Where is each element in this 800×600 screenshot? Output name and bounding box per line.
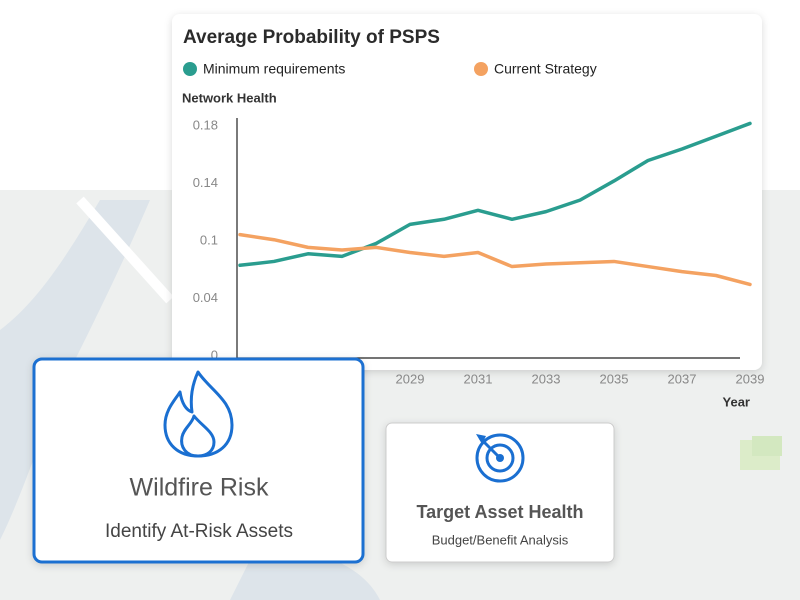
y-tick-label: 0.1 — [200, 232, 218, 247]
y-tick-label: 0.04 — [193, 290, 218, 305]
x-tick-label: 2035 — [600, 371, 629, 386]
card-title: Wildfire Risk — [130, 474, 269, 502]
target-card[interactable]: Target Asset Health Budget/Benefit Analy… — [385, 422, 615, 563]
card-subtitle: Identify At-Risk Assets — [105, 521, 293, 542]
wildfire-card[interactable]: Wildfire Risk Identify At-Risk Assets — [32, 357, 365, 564]
legend-marker — [183, 62, 197, 76]
x-tick-label: 2039 — [736, 371, 765, 386]
y-tick-label: 0.18 — [193, 117, 218, 132]
x-axis-label: Year — [723, 394, 750, 409]
chart-card — [172, 14, 762, 370]
chart: Average Probability of PSPS Network Heal… — [182, 27, 764, 409]
y-axis-label: Network Health — [182, 90, 277, 105]
series-line — [238, 232, 752, 287]
x-tick-label: 2033 — [532, 371, 561, 386]
card-title: Target Asset Health — [416, 502, 583, 522]
y-tick-label: 0.14 — [193, 175, 218, 190]
x-tick-label: 2031 — [464, 371, 493, 386]
x-tick-label: 2037 — [668, 371, 697, 386]
legend-label: Minimum requirements — [203, 61, 345, 77]
legend-label: Current Strategy — [494, 61, 597, 77]
card-subtitle: Budget/Benefit Analysis — [432, 532, 569, 547]
chart-title: Average Probability of PSPS — [183, 27, 440, 48]
y-tick-label: 0 — [211, 347, 218, 362]
legend-marker — [474, 62, 488, 76]
x-tick-label: 2029 — [396, 371, 425, 386]
series-line — [238, 121, 752, 268]
